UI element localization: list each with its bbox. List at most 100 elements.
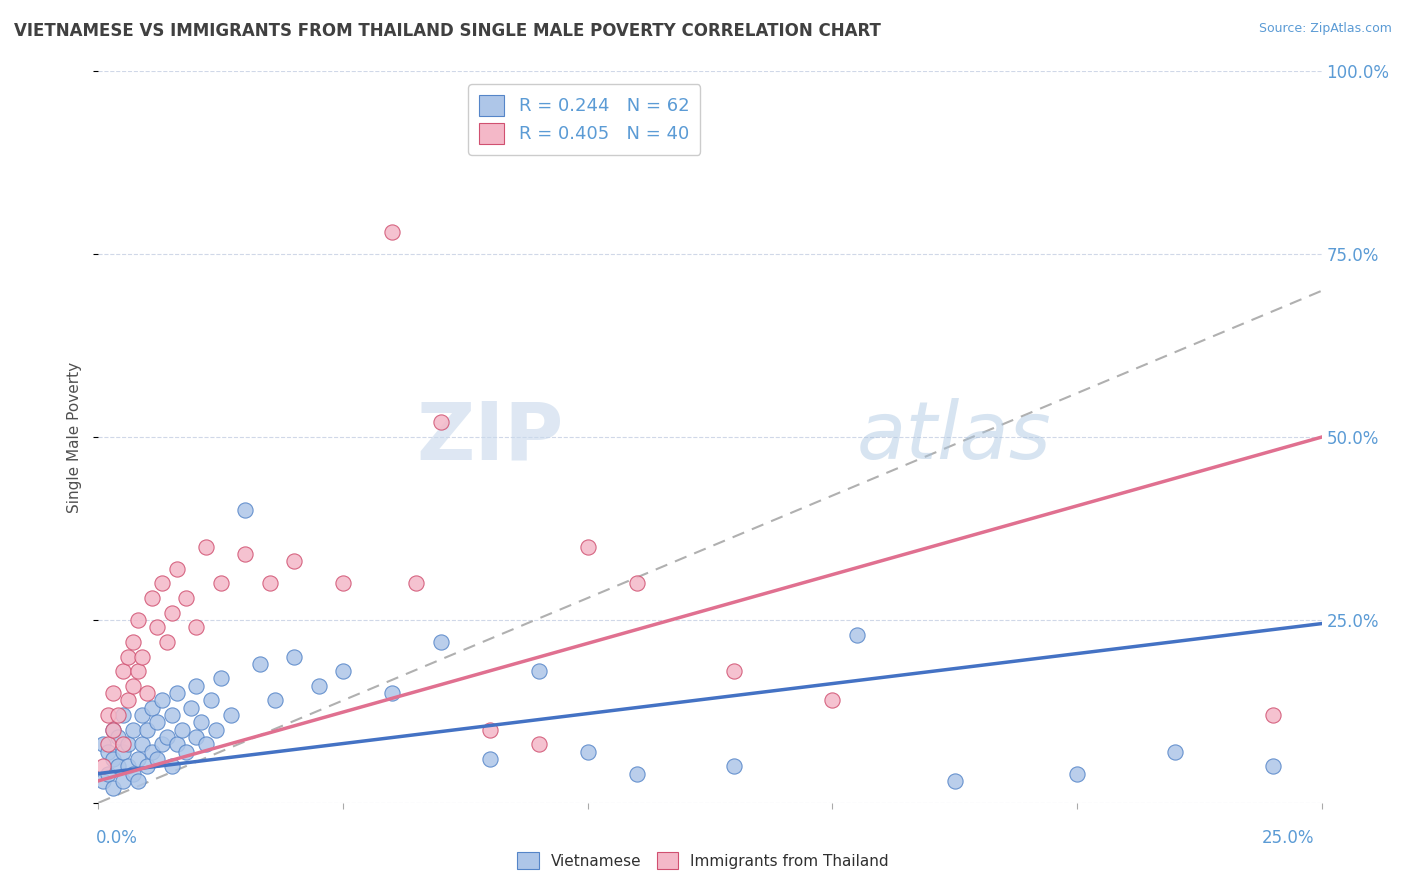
Point	[141, 745, 163, 759]
Point	[170, 723, 193, 737]
Point	[166, 686, 188, 700]
Point	[176, 591, 198, 605]
Point	[527, 737, 550, 751]
Point	[101, 723, 124, 737]
Point	[136, 686, 159, 700]
Point	[430, 635, 453, 649]
Point	[101, 686, 124, 700]
Point	[209, 672, 232, 686]
Point	[845, 627, 868, 641]
Point	[233, 547, 256, 561]
Point	[131, 708, 153, 723]
Point	[136, 723, 159, 737]
Point	[259, 576, 281, 591]
Point	[91, 759, 114, 773]
Point	[249, 657, 271, 671]
Point	[131, 737, 153, 751]
Point	[146, 620, 169, 634]
Point	[160, 759, 183, 773]
Point	[527, 664, 550, 678]
Point	[117, 693, 139, 707]
Point	[97, 708, 120, 723]
Point	[186, 730, 208, 744]
Point	[97, 745, 120, 759]
Point	[117, 759, 139, 773]
Point	[723, 759, 745, 773]
Point	[101, 723, 124, 737]
Text: VIETNAMESE VS IMMIGRANTS FROM THAILAND SINGLE MALE POVERTY CORRELATION CHART: VIETNAMESE VS IMMIGRANTS FROM THAILAND S…	[14, 22, 882, 40]
Point	[283, 649, 305, 664]
Point	[209, 576, 232, 591]
Point	[626, 576, 648, 591]
Point	[1261, 708, 1284, 723]
Point	[283, 554, 305, 568]
Point	[219, 708, 242, 723]
Text: Source: ZipAtlas.com: Source: ZipAtlas.com	[1258, 22, 1392, 36]
Legend: Vietnamese, Immigrants from Thailand: Vietnamese, Immigrants from Thailand	[510, 846, 896, 875]
Point	[205, 723, 228, 737]
Point	[478, 752, 501, 766]
Point	[131, 649, 153, 664]
Legend: R = 0.244   N = 62, R = 0.405   N = 40: R = 0.244 N = 62, R = 0.405 N = 40	[468, 84, 700, 154]
Point	[97, 737, 120, 751]
Point	[101, 781, 124, 796]
Point	[150, 693, 173, 707]
Point	[626, 766, 648, 780]
Text: 25.0%: 25.0%	[1263, 829, 1315, 847]
Point	[263, 693, 285, 707]
Point	[146, 752, 169, 766]
Point	[332, 576, 354, 591]
Point	[146, 715, 169, 730]
Point	[200, 693, 222, 707]
Point	[127, 752, 149, 766]
Point	[127, 613, 149, 627]
Point	[117, 737, 139, 751]
Point	[150, 737, 173, 751]
Point	[97, 766, 120, 780]
Point	[332, 664, 354, 678]
Point	[943, 773, 966, 788]
Point	[186, 620, 208, 634]
Point	[176, 745, 198, 759]
Point	[111, 664, 134, 678]
Text: atlas: atlas	[856, 398, 1052, 476]
Point	[121, 723, 143, 737]
Point	[91, 773, 114, 788]
Y-axis label: Single Male Poverty: Single Male Poverty	[67, 361, 83, 513]
Point	[156, 730, 179, 744]
Point	[121, 766, 143, 780]
Point	[127, 773, 149, 788]
Point	[111, 737, 134, 751]
Point	[1164, 745, 1187, 759]
Point	[111, 773, 134, 788]
Point	[576, 540, 599, 554]
Point	[91, 737, 114, 751]
Point	[121, 679, 143, 693]
Point	[160, 606, 183, 620]
Point	[405, 576, 427, 591]
Point	[1066, 766, 1088, 780]
Point	[127, 664, 149, 678]
Point	[430, 416, 453, 430]
Point	[160, 708, 183, 723]
Point	[156, 635, 179, 649]
Point	[576, 745, 599, 759]
Point	[136, 759, 159, 773]
Point	[381, 686, 404, 700]
Point	[723, 664, 745, 678]
Point	[117, 649, 139, 664]
Point	[381, 225, 404, 239]
Point	[308, 679, 330, 693]
Point	[233, 503, 256, 517]
Point	[111, 708, 134, 723]
Point	[141, 591, 163, 605]
Text: 0.0%: 0.0%	[96, 829, 138, 847]
Point	[166, 562, 188, 576]
Point	[107, 730, 129, 744]
Point	[101, 752, 124, 766]
Point	[121, 635, 143, 649]
Point	[186, 679, 208, 693]
Point	[107, 708, 129, 723]
Text: ZIP: ZIP	[416, 398, 564, 476]
Point	[111, 745, 134, 759]
